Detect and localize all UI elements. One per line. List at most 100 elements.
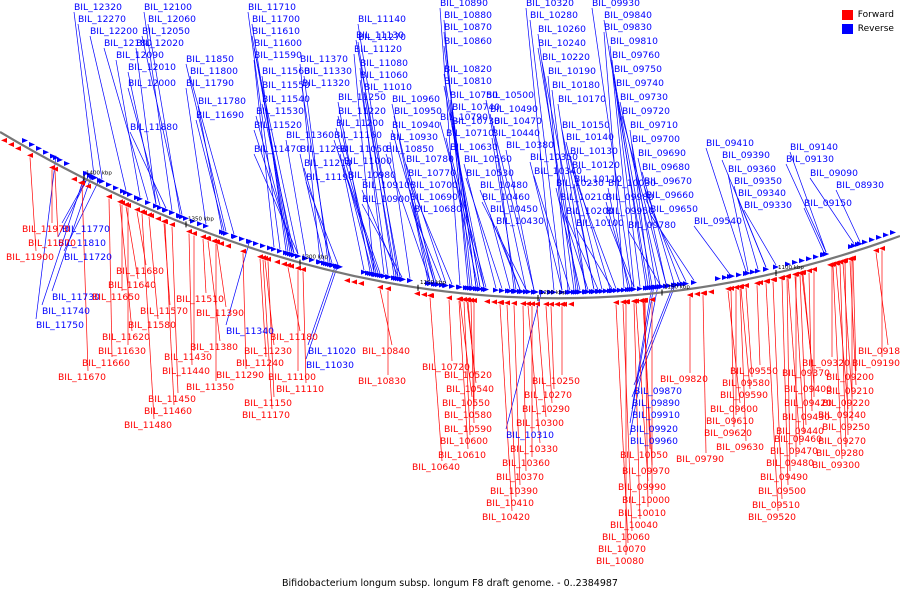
reverse-callout-line <box>541 61 587 290</box>
reverse-gene-mark <box>470 285 476 291</box>
legend-reverse: Reverse <box>841 22 894 36</box>
reverse-callout-line <box>335 127 377 273</box>
reverse-gene-mark <box>442 282 448 288</box>
forward-gene-mark <box>757 280 763 286</box>
reverse-gene-label: BIL_10730 <box>452 116 500 127</box>
reverse-gene-label: BIL_10770 <box>408 168 456 179</box>
reverse-gene-mark <box>379 273 385 279</box>
forward-gene-label: BIL_09500 <box>758 486 806 497</box>
forward-gene-mark <box>708 289 714 295</box>
reverse-gene-mark <box>673 282 679 288</box>
reverse-callout-line <box>743 209 777 266</box>
reverse-gene-label: BIL_09340 <box>738 188 786 199</box>
forward-gene-mark <box>8 141 14 147</box>
forward-gene-label: BIL_11970 <box>22 224 70 235</box>
forward-gene-label: BIL_11680 <box>116 266 164 277</box>
forward-gene-mark <box>295 265 301 271</box>
forward-gene-label: BIL_09460 <box>774 434 822 445</box>
forward-gene-mark <box>240 248 246 254</box>
forward-callout-line <box>702 295 707 454</box>
backbone-tick-label: 1250 kbp <box>420 280 446 286</box>
forward-gene-label: BIL_09370 <box>782 368 830 379</box>
reverse-gene-label: BIL_09830 <box>604 22 652 33</box>
reverse-gene-mark <box>540 289 546 295</box>
reverse-gene-mark <box>512 288 518 294</box>
reverse-gene-label: BIL_10200 <box>566 206 614 217</box>
reverse-gene-mark <box>127 191 133 197</box>
forward-gene-label: BIL_10250 <box>532 376 580 387</box>
forward-callout-line <box>429 297 443 462</box>
reverse-gene-mark <box>463 285 469 291</box>
reverse-gene-mark <box>610 288 616 294</box>
reverse-callout-line <box>451 125 481 288</box>
forward-callout-line <box>772 281 783 500</box>
reverse-gene-mark <box>316 259 322 265</box>
forward-gene-label: BIL_09970 <box>622 466 670 477</box>
forward-callout-line <box>527 305 541 444</box>
reverse-gene-label: BIL_10930 <box>390 132 438 143</box>
reverse-callout-line <box>631 282 677 398</box>
forward-gene-label: BIL_09420 <box>784 398 832 409</box>
reverse-callout-line <box>393 115 435 283</box>
forward-gene-label: BIL_10830 <box>358 376 406 387</box>
reverse-gene-label: BIL_09670 <box>644 176 692 187</box>
forward-callout-line <box>756 285 761 366</box>
forward-gene-mark <box>117 199 123 205</box>
reverse-gene-mark <box>715 276 721 282</box>
forward-gene-mark <box>784 273 790 279</box>
forward-callout-line <box>801 274 815 384</box>
reverse-gene-mark <box>92 175 98 181</box>
reverse-gene-mark <box>505 288 511 294</box>
reverse-gene-label: BIL_10190 <box>548 66 596 77</box>
reverse-callout-line <box>413 213 443 284</box>
reverse-callout-line <box>355 39 401 277</box>
reverse-gene-label: BIL_09410 <box>706 138 754 149</box>
reverse-gene-label: BIL_10630 <box>450 142 498 153</box>
forward-gene-label: BIL_11390 <box>196 308 244 319</box>
reverse-gene-label: BIL_10280 <box>530 10 578 21</box>
reverse-gene-label: BIL_09680 <box>642 162 690 173</box>
reverse-callout-line <box>41 171 87 306</box>
reverse-gene-mark <box>603 288 609 294</box>
reverse-gene-label: BIL_09150 <box>804 198 852 209</box>
forward-gene-label: BIL_11900 <box>6 252 54 263</box>
forward-gene-mark <box>841 258 847 264</box>
forward-gene-mark <box>613 299 619 305</box>
reverse-callout-line <box>463 163 497 289</box>
forward-callout-line <box>466 301 477 384</box>
backbone-tick-label: 1150 kbp <box>664 285 690 291</box>
reverse-gene-label: BIL_11520 <box>254 120 302 131</box>
forward-callout-line <box>108 198 113 358</box>
reverse-gene-label: BIL_11360 <box>286 130 334 141</box>
forward-callout-line <box>171 226 179 394</box>
forward-gene-label: BIL_10720 <box>422 362 470 373</box>
reverse-gene-mark <box>729 273 735 279</box>
forward-gene-mark <box>529 301 535 307</box>
reverse-gene-mark <box>575 289 581 295</box>
forward-callout-line <box>448 299 453 362</box>
reverse-gene-label: BIL_11600 <box>254 38 302 49</box>
reverse-callout-line <box>361 189 399 277</box>
forward-gene-labels: BIL_11970 BIL_11870 BIL_11900 BIL_11680 BIL_… <box>6 224 900 567</box>
reverse-gene-label: BIL_10310 <box>506 430 554 441</box>
reverse-gene-mark <box>890 230 896 236</box>
forward-callout-line <box>786 278 791 472</box>
forward-callout-line <box>781 279 789 486</box>
reverse-gene-mark <box>655 284 661 290</box>
reverse-callout-line <box>533 175 571 291</box>
forward-callout-line <box>765 283 779 512</box>
reverse-gene-label: BIL_10940 <box>392 120 440 131</box>
reverse-gene-mark <box>203 223 209 229</box>
reverse-callout-line <box>559 201 589 290</box>
reverse-gene-mark <box>519 289 525 295</box>
reverse-gene-label: BIL_11590 <box>254 50 302 61</box>
reverse-gene-mark <box>806 256 812 262</box>
forward-callout-line <box>844 262 849 436</box>
reverse-gene-mark <box>50 153 56 159</box>
forward-gene-label: BIL_10640 <box>412 462 460 473</box>
reverse-gene-mark <box>773 264 779 270</box>
reverse-gene-label: BIL_12270 <box>78 14 126 25</box>
reverse-gene-label: BIL_10110 <box>574 174 622 185</box>
reverse-gene-label: BIL_11880 <box>130 122 178 133</box>
reverse-gene-mark <box>547 289 553 295</box>
